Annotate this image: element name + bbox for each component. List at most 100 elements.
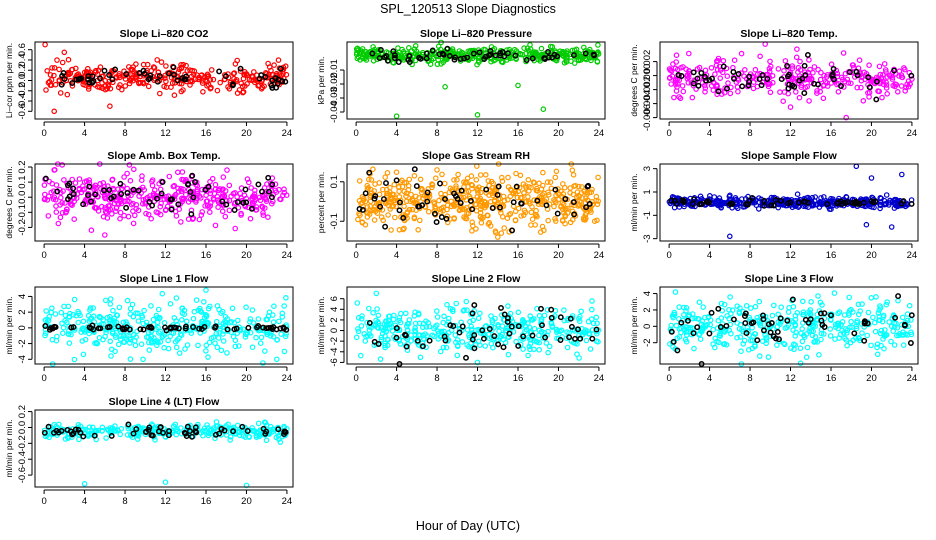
- point: [105, 83, 112, 90]
- x-tick-label: 12: [785, 128, 796, 139]
- point-black: [799, 75, 806, 82]
- point: [229, 305, 236, 312]
- point: [151, 65, 158, 71]
- point-black: [854, 72, 861, 79]
- point-black: [123, 204, 130, 211]
- plot-frame: [34, 409, 294, 488]
- point-black: [489, 205, 496, 212]
- panel-ylabel: ml/min per min.: [4, 296, 14, 354]
- point: [52, 81, 59, 88]
- panel-ylabel: ml/min per min.: [316, 296, 326, 354]
- point: [356, 178, 363, 184]
- point-black: [772, 335, 779, 342]
- point: [473, 177, 480, 183]
- outlier-point: [373, 290, 380, 297]
- y-tick-label: -0.03: [329, 87, 340, 109]
- point: [786, 304, 792, 311]
- point: [220, 174, 227, 180]
- point: [724, 73, 731, 80]
- point-black: [384, 57, 391, 64]
- point: [884, 91, 891, 97]
- point: [854, 84, 861, 91]
- points: [353, 290, 602, 367]
- x-axis: 0 4 8 12 16 20 24: [353, 121, 604, 139]
- point: [691, 345, 697, 352]
- point: [110, 307, 116, 314]
- point-black: [356, 206, 363, 212]
- point: [374, 306, 380, 312]
- point: [393, 169, 400, 176]
- point-black: [483, 186, 490, 193]
- point-black: [512, 52, 519, 59]
- point-black: [500, 344, 507, 351]
- point: [241, 71, 247, 78]
- y-tick-label: 0.2: [17, 160, 28, 173]
- point: [673, 322, 680, 329]
- point: [49, 65, 55, 71]
- point: [103, 435, 109, 441]
- y-tick-label: 0: [329, 328, 340, 333]
- x-tick-label: 24: [907, 250, 918, 261]
- point-black: [708, 309, 715, 316]
- point: [188, 73, 195, 80]
- point: [879, 94, 885, 101]
- point: [208, 67, 215, 73]
- point: [258, 86, 265, 92]
- point-black: [690, 69, 697, 76]
- x-tick-label: 4: [82, 250, 87, 261]
- point-black: [584, 183, 591, 190]
- outlier-point: [843, 114, 850, 121]
- point: [515, 205, 522, 212]
- x-axis: 0 4 8 12 16 20 24: [353, 366, 604, 384]
- x-axis: 0 4 8 12 16 20 24: [41, 121, 292, 139]
- point: [132, 212, 138, 219]
- outlier-point: [868, 175, 875, 181]
- point: [870, 314, 876, 321]
- point: [127, 177, 134, 184]
- point: [117, 82, 123, 88]
- point-black: [723, 322, 730, 329]
- y-tick-label: 0.002: [642, 50, 653, 74]
- point: [116, 341, 122, 348]
- point-black: [439, 50, 446, 57]
- point-black: [908, 312, 915, 319]
- point: [752, 303, 759, 310]
- outlier-point: [540, 106, 547, 113]
- point-black: [101, 67, 108, 74]
- point: [455, 171, 461, 178]
- x-tick-label: 0: [353, 128, 358, 139]
- x-tick-label: 4: [707, 128, 712, 139]
- point-black: [487, 47, 494, 54]
- point-black: [529, 332, 536, 339]
- point-black: [706, 77, 713, 84]
- point-black: [529, 55, 536, 62]
- point: [781, 67, 787, 74]
- point: [513, 170, 519, 177]
- point: [524, 45, 531, 52]
- point: [694, 66, 701, 72]
- point: [673, 88, 680, 94]
- point-black: [391, 55, 398, 61]
- panel-title: Slope Amb. Box Temp.: [107, 150, 220, 162]
- point-black: [509, 227, 516, 234]
- point: [355, 54, 362, 60]
- point: [256, 82, 262, 89]
- point: [560, 49, 567, 56]
- point: [892, 83, 898, 90]
- point: [710, 87, 717, 94]
- point: [906, 302, 913, 309]
- x-axis: 0 4 8 12 16 20 24: [666, 121, 917, 139]
- point-black: [745, 82, 752, 89]
- point: [92, 69, 99, 76]
- point: [799, 326, 806, 332]
- point: [148, 215, 155, 222]
- point: [578, 53, 584, 60]
- point: [107, 338, 114, 345]
- point: [765, 354, 772, 360]
- point-black: [423, 55, 430, 62]
- point: [519, 51, 526, 58]
- panel-3: Slope Amb. Box Temp.degrees C per min.0 4…: [4, 150, 294, 261]
- point: [899, 314, 906, 321]
- point: [205, 354, 211, 360]
